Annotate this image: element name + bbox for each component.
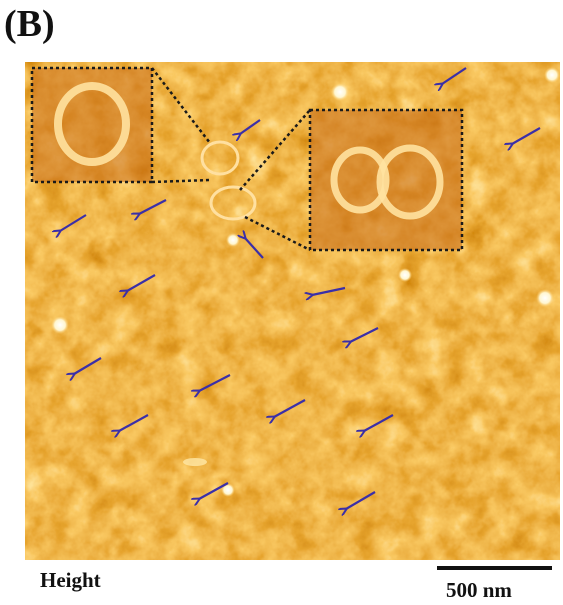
figure-panel: (B) Height 500 nm xyxy=(0,0,563,605)
scale-bar-label: 500 nm xyxy=(446,578,512,603)
afm-image xyxy=(0,0,563,605)
channel-label: Height xyxy=(40,568,101,593)
panel-label: (B) xyxy=(4,2,55,46)
